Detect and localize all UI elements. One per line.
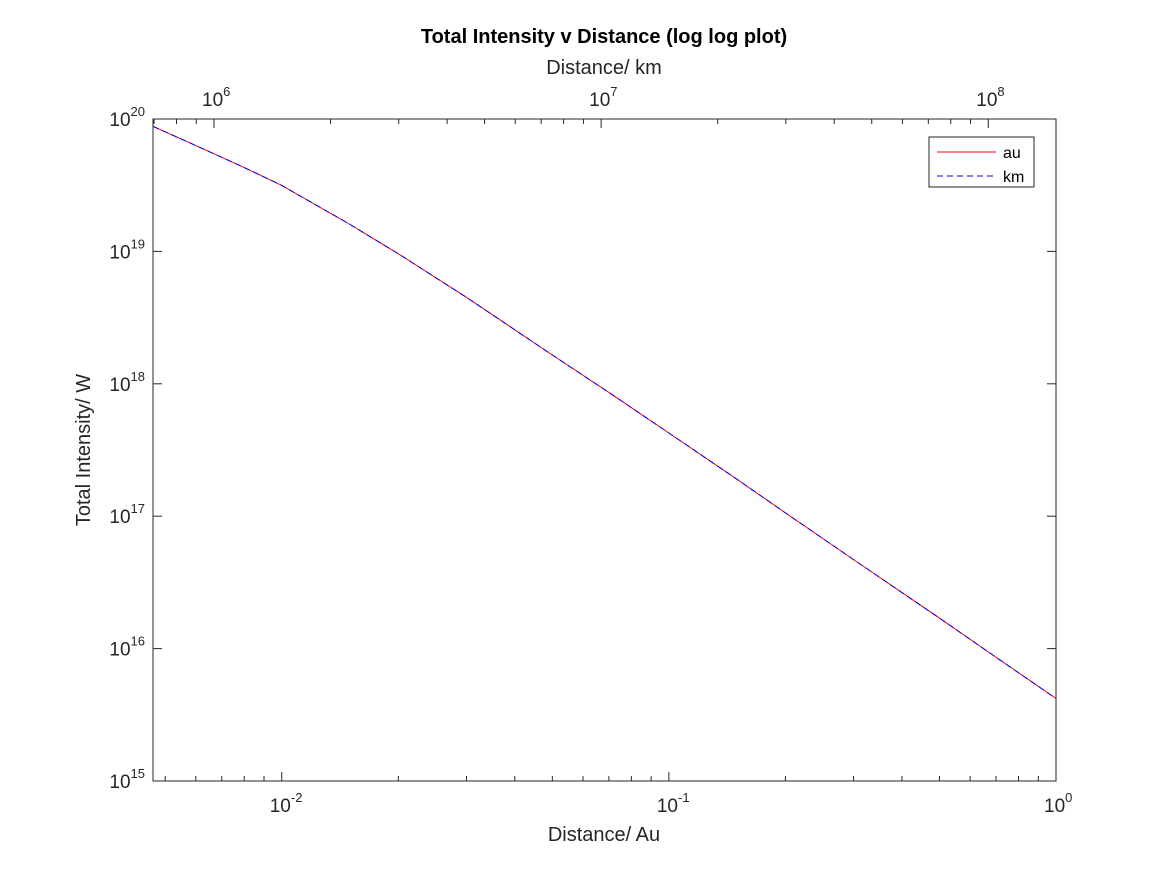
y-tick-label: 1019 bbox=[109, 236, 145, 263]
y-tick-label: 1020 bbox=[109, 104, 145, 131]
x-bottom-tick-label: 100 bbox=[1044, 790, 1072, 817]
series-line-km bbox=[152, 125, 1057, 699]
plot-frame bbox=[152, 118, 1057, 782]
y-tick-label: 1017 bbox=[109, 501, 145, 528]
y-tick-label: 1015 bbox=[109, 766, 145, 793]
x-top-tick-label: 107 bbox=[589, 84, 617, 111]
x-top-tick-label: 106 bbox=[202, 84, 230, 111]
x-top-tick-label: 108 bbox=[976, 84, 1004, 111]
chart-title: Total Intensity v Distance (log log plot… bbox=[421, 26, 787, 48]
x-bottom-tick-label: 10-1 bbox=[657, 790, 690, 817]
legend: au km bbox=[928, 136, 1035, 188]
plot-area bbox=[153, 119, 1056, 781]
data-series-group bbox=[152, 125, 1057, 699]
x-bottom-tick-label: 10-2 bbox=[270, 790, 303, 817]
legend-box bbox=[928, 136, 1035, 188]
y-tick-label: 1016 bbox=[109, 634, 145, 661]
legend-label-km: km bbox=[1003, 169, 1024, 186]
y-axis-label: Total Intensity/ W bbox=[73, 374, 95, 526]
x-axis-top-label: Distance/ km bbox=[546, 57, 662, 79]
legend-label-au: au bbox=[1003, 145, 1021, 162]
x-axis-bottom-label: Distance/ Au bbox=[548, 824, 660, 846]
tick-marks bbox=[153, 118, 1057, 782]
tick-labels: 10-2 10-1 100 106 107 108 1015 1016 1017 1018 1019… bbox=[109, 84, 1072, 817]
y-tick-label: 1018 bbox=[109, 369, 145, 396]
